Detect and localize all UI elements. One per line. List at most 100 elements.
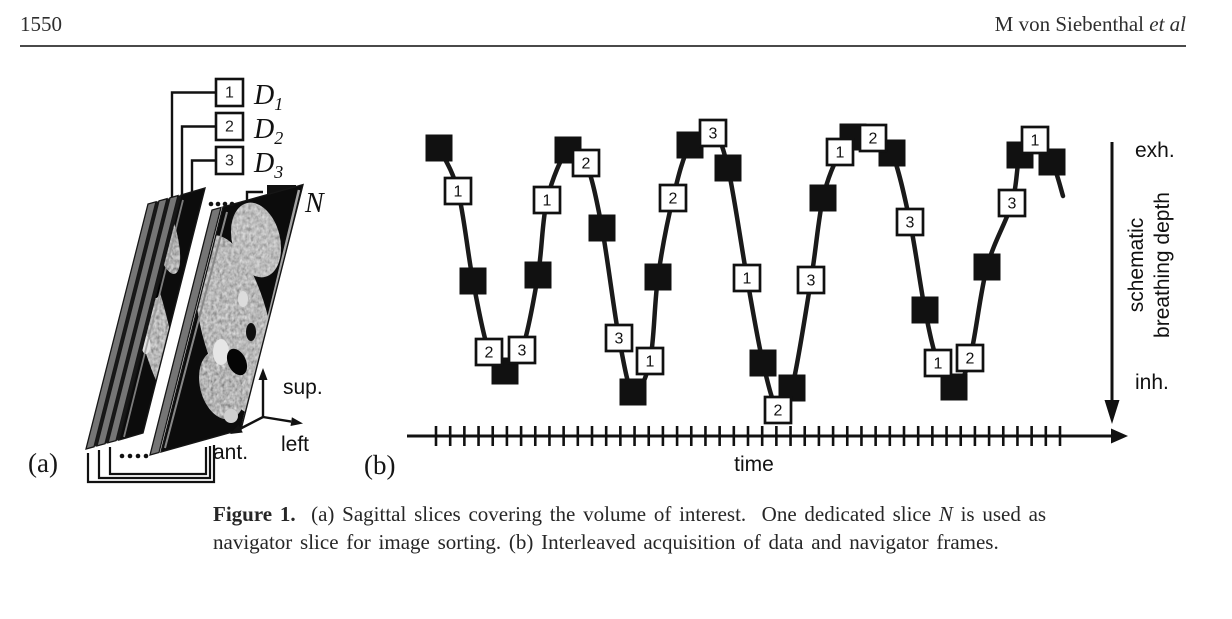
orientation-axes: sup. ant. left xyxy=(213,368,323,464)
running-title: M von Siebenthal et al xyxy=(995,12,1186,37)
mri-slice-stack xyxy=(85,186,206,450)
data-frame-marker-1 xyxy=(825,137,855,167)
depth-axis-title-line2: breathing depth xyxy=(1151,192,1174,338)
data-frame-marker-2 xyxy=(658,183,688,213)
figure-caption: Figure 1. (a) Sagittal slices covering t… xyxy=(213,501,1198,556)
data-slice-1-box xyxy=(214,77,245,108)
time-axis-label: time xyxy=(734,453,774,476)
depth-arrowhead xyxy=(1104,400,1120,424)
slice-ellipsis-top xyxy=(208,201,235,207)
exhale-label: exh. xyxy=(1135,139,1175,162)
data-frame-number: 2 xyxy=(774,403,783,420)
data-frame-number: 1 xyxy=(454,184,463,201)
sup-arrowhead xyxy=(258,368,268,380)
data-frame-marker-2 xyxy=(571,148,601,178)
data-frame-number: 2 xyxy=(669,191,678,208)
data-slice-1-label: D1 xyxy=(253,80,283,114)
data-frame-number: 3 xyxy=(709,126,718,143)
page-number: 1550 xyxy=(20,12,62,36)
data-frame-marker-2 xyxy=(474,337,504,367)
inhale-label: inh. xyxy=(1135,371,1169,394)
slice-edge-3 xyxy=(107,194,179,444)
navigator-marker xyxy=(524,261,552,289)
navigator-slice xyxy=(149,183,304,456)
data-slice-3-number: 3 xyxy=(225,153,234,170)
running-title-authors: M von Siebenthal xyxy=(994,12,1144,36)
navigator-marker xyxy=(911,296,939,324)
ant-axis-label: ant. xyxy=(213,441,248,464)
data-frame-marker-3 xyxy=(796,265,826,295)
figure-number: Figure 1. xyxy=(213,502,296,526)
ant-arrowhead xyxy=(230,424,243,434)
data-frame-marker-3 xyxy=(604,323,634,353)
navigator-label: N xyxy=(304,188,325,219)
left-arrowhead xyxy=(290,417,303,426)
sup-axis-label: sup. xyxy=(283,376,323,399)
data-frame-marker-1 xyxy=(532,185,562,215)
panel-b-chart: 1 2 3 1 2 3 1 2 3 1 2 3 1 2 3 1 2 3 1 time exh. inh. schem… xyxy=(407,118,1175,476)
navigator-marker xyxy=(809,184,837,212)
data-slice-2-label: D2 xyxy=(253,114,283,148)
slice-group-brackets xyxy=(86,445,216,484)
navigator-slice-edge xyxy=(149,206,222,456)
slice-edge-1 xyxy=(85,200,157,450)
time-axis-arrowhead xyxy=(1111,428,1128,444)
data-frame-number: 2 xyxy=(582,156,591,173)
panel-a-label: (a) xyxy=(28,448,58,478)
caption-line-1: Figure 1. (a) Sagittal slices covering t… xyxy=(213,502,1047,526)
data-frame-marker-2 xyxy=(763,395,793,425)
depth-axis-title-line1: schematic xyxy=(1125,218,1148,313)
panel-b-label: (b) xyxy=(364,450,396,480)
data-frame-marker-2 xyxy=(858,123,888,153)
running-title-etal: et al xyxy=(1149,12,1186,36)
data-frame-marker-1 xyxy=(443,176,473,206)
navigator-marker xyxy=(588,214,616,242)
data-frame-marker-1 xyxy=(1020,125,1050,155)
navigator-marker xyxy=(973,253,1001,281)
caption-line-2: navigator slice for image sorting. (b) I… xyxy=(213,529,999,554)
navigator-marker xyxy=(644,263,672,291)
data-frame-number: 2 xyxy=(869,131,878,148)
data-frame-number: 1 xyxy=(646,354,655,371)
data-frame-number: 1 xyxy=(743,271,752,288)
slice-ellipsis-bottom xyxy=(119,453,149,459)
data-frame-marker-1 xyxy=(923,348,953,378)
navigator-marker xyxy=(459,267,487,295)
panel-a-illustration: 1 2 3 D1 D2 D3 N xyxy=(85,77,325,484)
data-frame-marker-3 xyxy=(507,335,537,365)
data-frame-marker-3 xyxy=(997,188,1027,218)
data-slice-3-label: D3 xyxy=(253,148,283,182)
data-frame-marker-3 xyxy=(895,207,925,237)
data-frame-marker-2 xyxy=(955,343,985,373)
breathing-curve-plot: 1 2 3 1 2 3 1 2 3 1 2 3 1 2 3 1 2 3 1 xyxy=(407,118,1128,446)
navigator-marker xyxy=(619,378,647,406)
data-frame-marker-3 xyxy=(698,118,728,148)
navigator-mri-face xyxy=(161,184,303,452)
data-frame-number: 2 xyxy=(966,351,975,368)
header-rule xyxy=(20,45,1186,47)
data-slice-1-number: 1 xyxy=(225,85,234,102)
data-frame-number: 1 xyxy=(836,145,845,162)
legend-connectors xyxy=(170,91,263,200)
data-slice-2-number: 2 xyxy=(225,119,234,136)
data-frame-number: 1 xyxy=(1031,133,1040,150)
navigator-marker xyxy=(749,349,777,377)
navigator-connector xyxy=(245,190,263,200)
navigator-marker xyxy=(714,154,742,182)
data-frame-number: 3 xyxy=(1008,196,1017,213)
data-slice-2-box xyxy=(214,111,245,142)
navigator-marker xyxy=(940,373,968,401)
data-frame-number: 3 xyxy=(906,215,915,232)
data-frame-marker-1 xyxy=(732,263,762,293)
navigator-marker xyxy=(425,134,453,162)
data-frame-marker-1 xyxy=(635,346,665,376)
data-frame-number: 2 xyxy=(485,345,494,362)
data-frame-number: 3 xyxy=(615,331,624,348)
left-axis-label: left xyxy=(281,433,309,456)
slice-edge-2 xyxy=(96,197,168,447)
breathing-depth-axis: exh. inh. schematic breathing depth xyxy=(1104,139,1175,424)
data-frame-number: 1 xyxy=(934,356,943,373)
data-slice-3-box xyxy=(214,145,245,176)
data-frame-number: 3 xyxy=(518,343,527,360)
